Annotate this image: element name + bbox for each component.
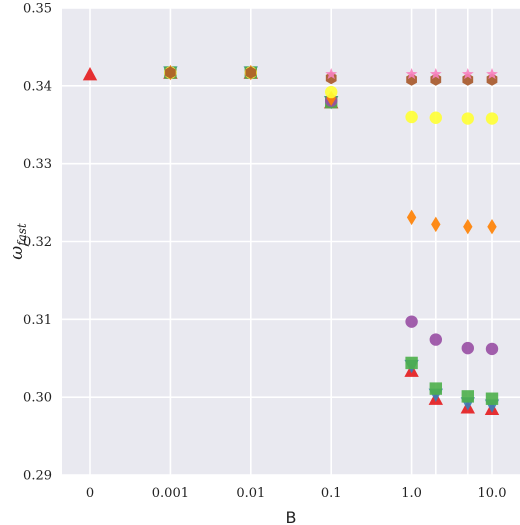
y-axis-label-subscript: fast	[15, 223, 29, 247]
data-point	[406, 209, 417, 226]
x-tick-label: 1.0	[401, 486, 422, 501]
series-star	[325, 67, 498, 80]
data-point	[485, 112, 499, 125]
y-tick-label: 0.35	[23, 2, 52, 17]
x-tick-labels: 0 0.001 0.01 0.1 1.0 10.0	[86, 486, 507, 501]
data-point	[461, 341, 474, 355]
data-point	[429, 67, 442, 80]
data-points	[82, 64, 500, 416]
y-tick-label: 0.33	[23, 157, 52, 172]
data-point	[325, 67, 338, 80]
y-tick-label: 0.34	[23, 79, 52, 94]
data-point	[485, 392, 499, 405]
y-tick-label: 0.31	[23, 313, 52, 328]
data-point	[325, 85, 338, 99]
data-point	[325, 71, 337, 85]
data-point	[165, 66, 176, 79]
data-point	[405, 67, 418, 80]
y-axis-label: ωfast	[7, 223, 29, 260]
x-tick-label: 0	[86, 486, 94, 501]
data-point	[405, 356, 418, 370]
data-point	[461, 390, 474, 403]
x-tick-label: 0.1	[321, 486, 342, 501]
x-tick-label: 10.0	[478, 486, 507, 501]
data-point	[461, 67, 474, 80]
x-axis-label: B	[286, 508, 297, 525]
x-tick-label: 0.001	[152, 486, 189, 501]
data-point	[405, 110, 418, 124]
data-point	[245, 66, 257, 79]
data-point	[486, 67, 498, 80]
data-point	[431, 216, 441, 233]
y-axis-label-main: ω	[7, 246, 27, 260]
data-point	[461, 112, 474, 125]
data-point	[82, 66, 98, 81]
data-point	[429, 333, 443, 346]
data-point	[429, 111, 443, 124]
data-point	[485, 342, 499, 356]
data-point	[429, 382, 443, 395]
y-tick-label: 0.32	[23, 235, 52, 250]
y-tick-label: 0.29	[23, 469, 52, 484]
x-tick-label: 0.01	[236, 486, 265, 501]
y-tick-labels: 0.29 0.30 0.31 0.32 0.33 0.34 0.35	[23, 2, 52, 484]
data-point	[405, 315, 418, 328]
y-tick-label: 0.30	[23, 391, 52, 406]
data-point	[463, 219, 473, 235]
grid-lines	[62, 7, 520, 476]
data-point	[487, 219, 497, 235]
